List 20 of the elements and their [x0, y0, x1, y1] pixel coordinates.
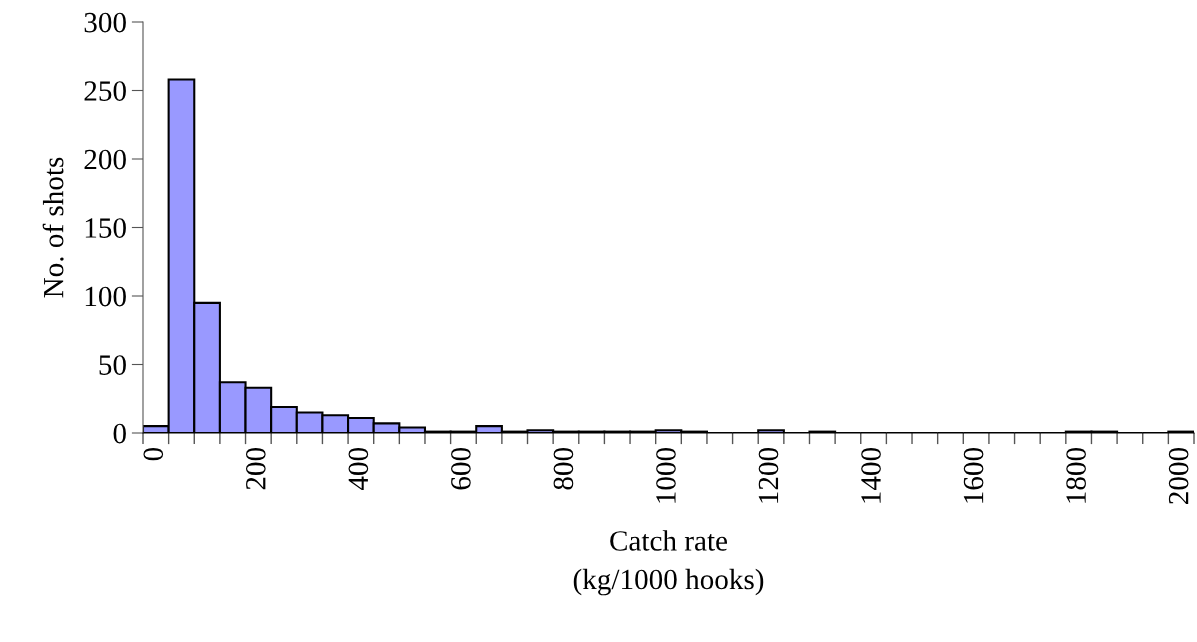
x-tick-label: 2000 [1168, 448, 1189, 504]
x-axis-title: Catch rate (kg/1000 hooks) [573, 530, 764, 596]
y-tick-label: 200 [84, 149, 126, 170]
x-tick-label: 1600 [963, 448, 984, 503]
y-tick-label: 100 [85, 286, 126, 307]
x-tick-label: 1400 [861, 448, 881, 503]
y-axis-title: No. of shots [42, 157, 64, 298]
y-tick-label: 300 [84, 12, 126, 33]
x-tick-label: 1000 [656, 448, 676, 503]
x-tick-label: 1800 [1066, 448, 1086, 503]
y-tick-label: 0 [113, 423, 126, 444]
x-tick-label: 1200 [758, 448, 779, 503]
x-tick-label: 400 [348, 448, 369, 491]
y-tick-label: 150 [85, 218, 126, 238]
x-tick-label: 800 [553, 448, 574, 490]
y-tick-label: 250 [84, 81, 126, 101]
x-tick-label: 0 [143, 448, 164, 461]
x-tick-label: 200 [245, 448, 266, 490]
y-tick-label: 50 [99, 355, 126, 375]
x-tick-label: 600 [451, 448, 471, 490]
